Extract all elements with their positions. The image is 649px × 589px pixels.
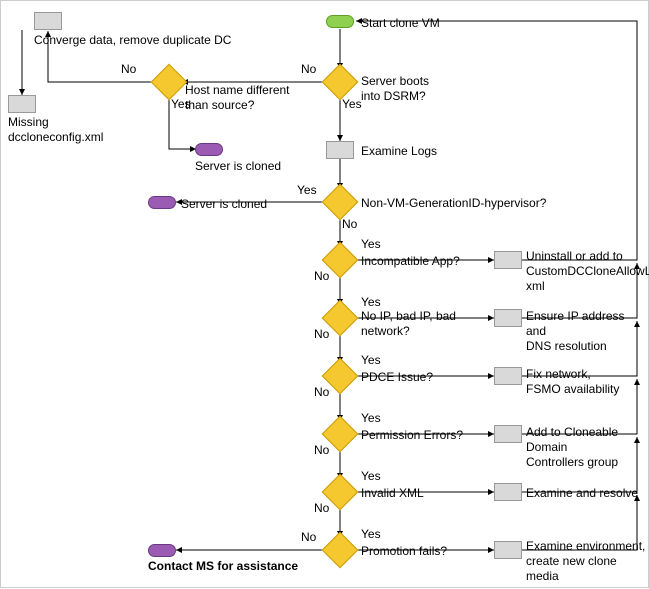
action-perm [494, 425, 522, 443]
ip-no: No [314, 327, 329, 341]
process-missing-label: Missing dccloneconfig.xml [8, 115, 138, 145]
end-contact [148, 544, 176, 557]
action-pdce [494, 367, 522, 385]
start-terminator [326, 15, 354, 28]
process-converge-label: Converge data, remove duplicate DC [34, 33, 231, 48]
action-app-label: Uninstall or add to CustomDCCloneAllowLi… [526, 249, 646, 294]
end-cloned-1 [195, 143, 223, 156]
process-examine-logs-label: Examine Logs [361, 144, 437, 159]
decision-ip [327, 305, 353, 331]
app-yes: Yes [361, 237, 381, 251]
process-examine-logs [326, 141, 354, 159]
process-missing [8, 95, 36, 113]
action-pdce-label: Fix network, FSMO availability [526, 367, 646, 397]
xml-no: No [314, 501, 329, 515]
promo-yes: Yes [361, 527, 381, 541]
decision-xml [327, 479, 353, 505]
pdce-yes: Yes [361, 353, 381, 367]
hostname-no: No [121, 62, 136, 76]
decision-dsrm-label: Server boots into DSRM? [361, 74, 501, 104]
action-app [494, 251, 522, 269]
action-xml [494, 483, 522, 501]
action-ip [494, 309, 522, 327]
decision-perm-label: Permission Errors? [361, 428, 463, 443]
app-no: No [314, 269, 329, 283]
perm-yes: Yes [361, 411, 381, 425]
decision-hostname [156, 69, 182, 95]
process-converge [34, 12, 62, 30]
end-cloned-2 [148, 196, 176, 209]
decision-xml-label: Invalid XML [361, 486, 424, 501]
decision-ip-label: No IP, bad IP, bad network? [361, 309, 481, 339]
decision-nonvm-label: Non-VM-GenerationID-hypervisor? [361, 196, 546, 211]
decision-dsrm [327, 69, 353, 95]
action-promo-label: Examine environment, create new clone me… [526, 539, 646, 584]
decision-hostname-label: Host name different than source? [185, 83, 305, 113]
action-perm-label: Add to Cloneable Domain Controllers grou… [526, 425, 649, 470]
decision-promo-label: Promotion fails? [361, 544, 447, 559]
promo-no: No [301, 530, 316, 544]
hostname-yes: Yes [171, 97, 191, 111]
decision-pdce [327, 363, 353, 389]
pdce-no: No [314, 385, 329, 399]
decision-nonvm [327, 189, 353, 215]
ip-yes: Yes [361, 295, 381, 309]
nonvm-yes: Yes [297, 183, 317, 197]
action-promo [494, 541, 522, 559]
decision-perm [327, 421, 353, 447]
decision-pdce-label: PDCE Issue? [361, 370, 433, 385]
action-xml-label: Examine and resolve [526, 486, 638, 501]
end-contact-label: Contact MS for assistance [148, 559, 298, 574]
perm-no: No [314, 443, 329, 457]
decision-app [327, 247, 353, 273]
nonvm-no: No [342, 217, 357, 231]
dsrm-yes: Yes [342, 97, 362, 111]
xml-yes: Yes [361, 469, 381, 483]
decision-promo [327, 537, 353, 563]
dsrm-no: No [301, 62, 316, 76]
end-cloned-1-label: Server is cloned [195, 159, 281, 174]
end-cloned-2-label: Server is cloned [181, 197, 267, 212]
decision-app-label: Incompatible App? [361, 254, 460, 269]
start-label: Start clone VM [361, 16, 440, 31]
action-ip-label: Ensure IP address and DNS resolution [526, 309, 646, 354]
